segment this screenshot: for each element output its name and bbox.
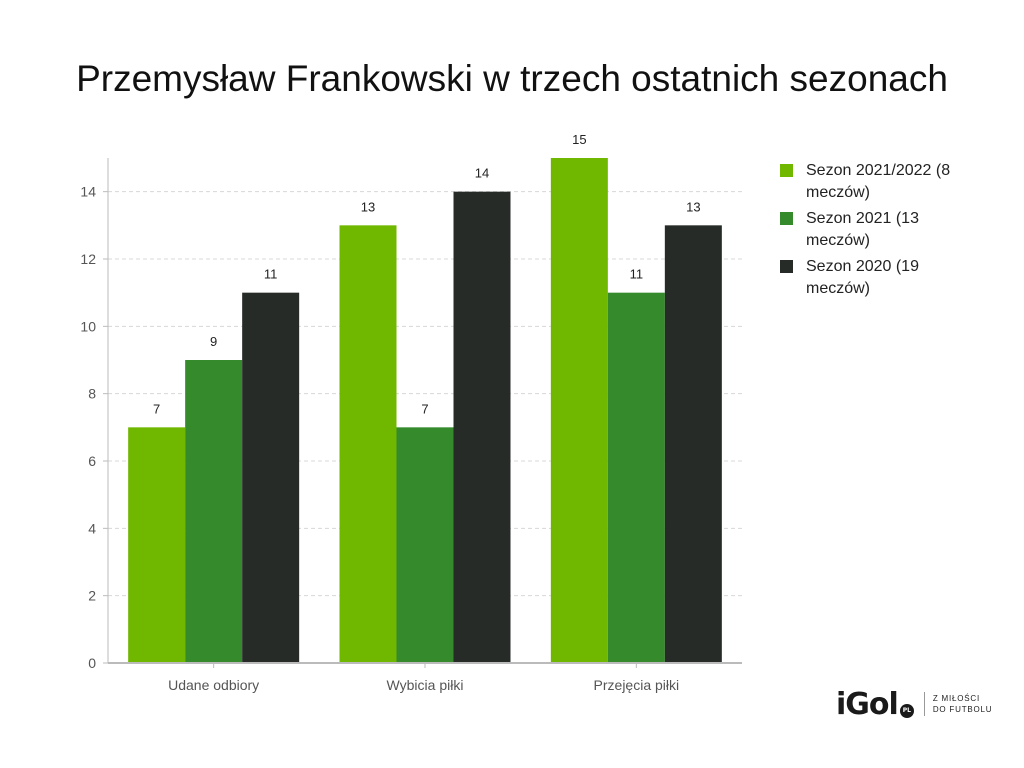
y-tick-label: 10: [80, 318, 96, 334]
bar: [607, 292, 665, 663]
legend-label-series-3: Sezon 2020 (19 meczów): [806, 258, 919, 297]
brand-tagline-line-1: Z MIŁOŚCI: [932, 694, 981, 703]
legend-label-series-1: Sezon 2021/2022 (8 meczów): [806, 162, 951, 201]
brand-logo-block: iGol PL Z MIŁOŚCI DO FUTBOLU: [836, 686, 992, 722]
brand-tagline-line-2: DO FUTBOLU: [932, 705, 993, 714]
legend-item-series-1[interactable]: Sezon 2021/2022 (8 meczów): [780, 160, 980, 204]
legend-label-series-2: Sezon 2021 (13 meczów): [806, 210, 919, 249]
legend-swatch-series-1: [780, 164, 793, 177]
x-tick-label: Wybicia piłki: [387, 677, 464, 693]
data-label: 15: [572, 132, 586, 147]
legend-swatch-series-2: [780, 212, 793, 225]
bar: [453, 191, 511, 663]
y-tick-label: 12: [80, 251, 96, 267]
bar: [242, 292, 300, 663]
bar: [339, 225, 397, 664]
bar: [550, 158, 608, 663]
data-label: 7: [421, 401, 428, 416]
data-label: 9: [210, 334, 217, 349]
legend-swatch-series-3: [780, 260, 793, 273]
bar: [664, 225, 722, 664]
brand-tagline: Z MIŁOŚCI DO FUTBOLU: [933, 693, 993, 715]
data-label: 11: [630, 267, 644, 282]
data-label: 7: [153, 401, 160, 416]
x-tick-label: Udane odbiory: [168, 677, 259, 693]
x-tick-label: Przejęcia piłki: [594, 677, 680, 693]
y-tick-label: 14: [80, 184, 96, 200]
y-tick-label: 8: [88, 386, 96, 402]
legend-item-series-2[interactable]: Sezon 2021 (13 meczów): [780, 208, 980, 252]
data-label: 13: [686, 199, 700, 214]
chart-title: Przemysław Frankowski w trzech ostatnich…: [76, 58, 948, 99]
data-label: 14: [475, 166, 489, 181]
brand-divider: [923, 692, 925, 716]
legend-item-series-3[interactable]: Sezon 2020 (19 meczów): [780, 256, 980, 300]
bar: [185, 360, 243, 663]
y-tick-label: 6: [88, 453, 96, 469]
data-label: 11: [264, 267, 278, 282]
legend: Sezon 2021/2022 (8 meczów) Sezon 2021 (1…: [780, 160, 980, 304]
pl-badge-icon: PL: [899, 703, 914, 718]
bar: [128, 427, 186, 663]
y-tick-label: 4: [88, 520, 96, 536]
y-tick-label: 0: [88, 655, 96, 671]
y-tick-label: 2: [88, 588, 96, 604]
igol-logo: iGol PL: [836, 686, 914, 722]
bar: [396, 427, 454, 663]
data-label: 13: [361, 199, 375, 214]
igol-logo-text: iGol: [836, 686, 899, 722]
